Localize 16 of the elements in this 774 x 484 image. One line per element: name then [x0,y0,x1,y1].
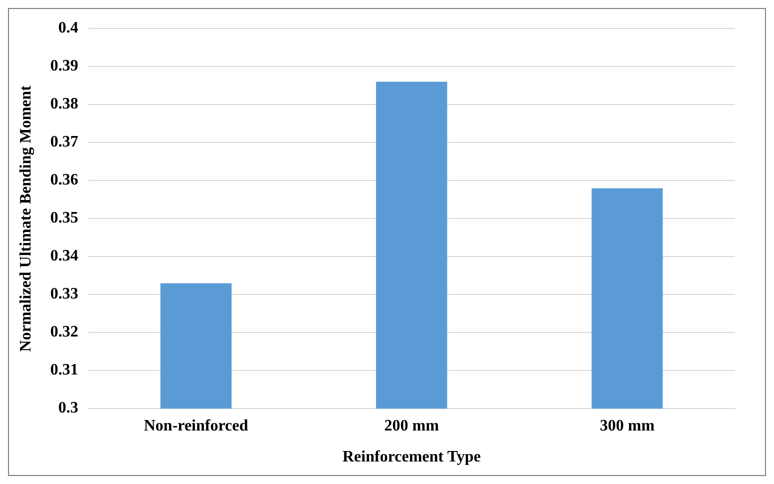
x-tick-label: Non-reinforced [144,417,248,434]
y-tick-label: 0.33 [50,286,78,303]
y-tick-label: 0.4 [58,20,78,37]
y-tick-label: 0.36 [50,172,78,189]
y-tick-label: 0.34 [50,248,78,265]
x-tick-label: 200 mm [384,417,440,434]
y-tick-label: 0.39 [50,58,78,75]
y-axis-title: Normalized Ultimate Bending Moment [18,84,35,352]
x-axis-title: Reinforcement Type [342,448,481,466]
y-tick-label: 0.38 [50,96,78,113]
y-tick-label: 0.31 [50,362,78,379]
x-tick-label: 300 mm [600,417,656,434]
y-tick-label: 0.35 [50,210,78,227]
y-tick-label: 0.37 [50,134,78,151]
y-tick-label: 0.3 [58,400,78,417]
y-tick-label: 0.32 [50,324,78,341]
